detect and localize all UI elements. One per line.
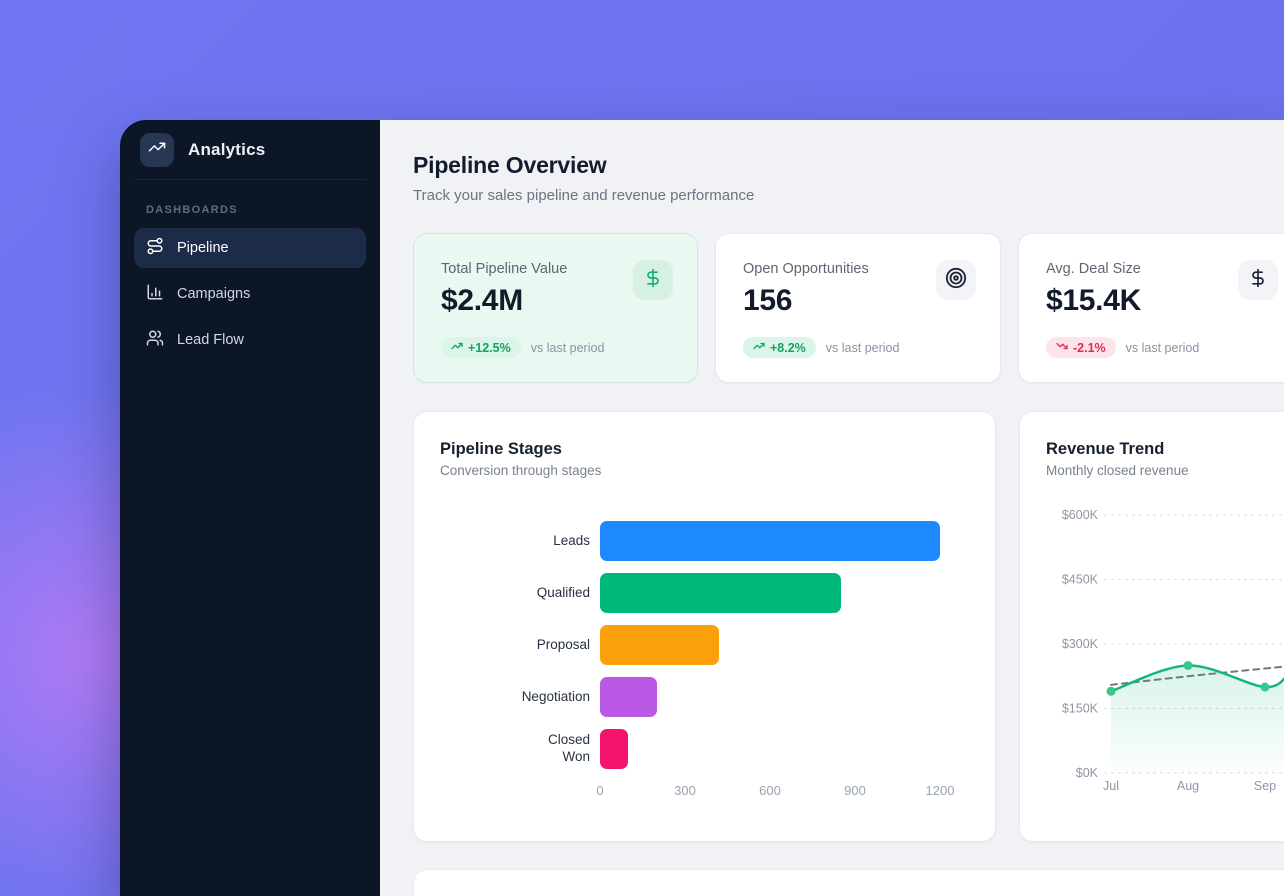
brand: Analytics bbox=[134, 120, 366, 180]
stat-card-total-pipeline-value: Total Pipeline Value $2.4M +12.5% vs las… bbox=[413, 233, 698, 383]
page-subtitle: Track your sales pipeline and revenue pe… bbox=[413, 187, 755, 204]
sidebar-item-label: Lead Flow bbox=[177, 332, 244, 348]
pipeline-stages-chart: Leads Qualified Proposal Negotiation Closed W… bbox=[440, 521, 971, 801]
bar-category-label: Qualified bbox=[536, 584, 590, 600]
x-tick-label: 600 bbox=[759, 783, 781, 798]
sidebar-nav: Pipeline Campaigns Lead Flow bbox=[134, 228, 366, 360]
revenue-trend-svg: $0K $150K $300K $450K $600K Jul Aug Sep bbox=[1062, 508, 1284, 793]
revenue-trend-chart: $0K $150K $300K $450K $600K Jul Aug Sep bbox=[1046, 498, 1284, 798]
data-point-sep[interactable] bbox=[1260, 682, 1270, 692]
bar-track bbox=[600, 677, 971, 717]
stat-value: $2.4M bbox=[441, 284, 523, 317]
sidebar-item-campaigns[interactable]: Campaigns bbox=[134, 274, 366, 314]
bar-row: Closed Won bbox=[440, 729, 971, 769]
x-tick-label: 0 bbox=[596, 783, 604, 798]
stat-label: Avg. Deal Size bbox=[1046, 261, 1141, 277]
y-tick-label: $150K bbox=[1062, 702, 1099, 716]
x-tick-label: 1200 bbox=[925, 783, 955, 798]
bar-category-label: Closed Won bbox=[547, 732, 590, 764]
change-badge: +8.2% bbox=[743, 337, 816, 358]
pipeline-stages-card: Pipeline Stages Conversion through stage… bbox=[413, 411, 996, 842]
bar-closed-won[interactable] bbox=[600, 729, 629, 769]
bar-chart-icon bbox=[146, 283, 164, 305]
change-badge: -2.1% bbox=[1046, 337, 1116, 358]
logo-tile bbox=[140, 132, 174, 167]
chart-title: Pipeline Stages bbox=[440, 440, 562, 458]
main-content: Pipeline Overview Track your sales pipel… bbox=[380, 120, 1284, 896]
change-badge: +12.5% bbox=[441, 337, 521, 358]
revenue-area bbox=[1111, 665, 1284, 773]
chart-subtitle: Monthly closed revenue bbox=[1046, 463, 1189, 478]
trending-up-icon bbox=[148, 138, 166, 161]
bar-row: Qualified bbox=[440, 573, 971, 613]
revenue-line bbox=[1109, 664, 1284, 693]
sidebar-item-label: Campaigns bbox=[177, 286, 251, 302]
sidebar: Analytics DASHBOARDS Pipeline Campaigns bbox=[120, 120, 380, 896]
bar-row: Leads bbox=[440, 521, 971, 561]
page-title: Pipeline Overview bbox=[413, 152, 607, 178]
brand-name: Analytics bbox=[188, 139, 266, 159]
bar-track bbox=[600, 573, 971, 613]
trending-up-icon bbox=[753, 340, 765, 355]
stat-card-open-opportunities: Open Opportunities 156 +8.2% vs last per… bbox=[715, 233, 1001, 383]
x-tick-label: Aug bbox=[1177, 779, 1199, 793]
stat-value: $15.4K bbox=[1046, 284, 1141, 317]
compare-text: vs last period bbox=[530, 340, 605, 355]
dollar-icon bbox=[1248, 268, 1268, 293]
sidebar-item-pipeline[interactable]: Pipeline bbox=[134, 228, 366, 268]
bar-category-label: Negotiation bbox=[521, 688, 590, 704]
x-tick-label: Jul bbox=[1103, 779, 1119, 793]
stat-label: Total Pipeline Value bbox=[441, 261, 568, 277]
stat-icon-tile bbox=[936, 260, 976, 300]
stat-icon-tile bbox=[1238, 260, 1278, 300]
charts-row: Pipeline Stages Conversion through stage… bbox=[413, 411, 1284, 842]
bar-proposal[interactable] bbox=[600, 625, 719, 665]
chart-subtitle: Conversion through stages bbox=[440, 463, 602, 478]
bar-track bbox=[600, 625, 971, 665]
chart-title: Revenue Trend bbox=[1046, 440, 1165, 458]
x-tick-label: 900 bbox=[844, 783, 866, 798]
bar-row: Negotiation bbox=[440, 677, 971, 717]
compare-text: vs last period bbox=[825, 340, 900, 355]
y-tick-label: $450K bbox=[1062, 573, 1099, 587]
data-point-jul[interactable] bbox=[1106, 686, 1116, 696]
bar-negotiation[interactable] bbox=[600, 677, 657, 717]
dollar-icon bbox=[643, 268, 663, 293]
bar-leads[interactable] bbox=[600, 521, 940, 561]
bar-track bbox=[600, 521, 971, 561]
revenue-trend-card: Revenue Trend Monthly closed revenue $0K… bbox=[1019, 411, 1284, 842]
trending-down-icon bbox=[1056, 340, 1068, 355]
stats-row: Total Pipeline Value $2.4M +12.5% vs las… bbox=[413, 233, 1284, 383]
stat-label: Open Opportunities bbox=[743, 261, 869, 277]
bar-category-label: Proposal bbox=[536, 636, 590, 652]
bar-row: Proposal bbox=[440, 625, 971, 665]
x-tick-label: 300 bbox=[674, 783, 696, 798]
x-tick-label: Sep bbox=[1254, 779, 1276, 793]
bar-qualified[interactable] bbox=[600, 573, 841, 613]
bar-category-label: Leads bbox=[553, 532, 590, 548]
y-tick-label: $0K bbox=[1076, 766, 1099, 780]
sidebar-item-label: Pipeline bbox=[177, 240, 229, 256]
stat-icon-tile bbox=[633, 260, 673, 300]
route-icon bbox=[146, 237, 164, 259]
y-tick-label: $300K bbox=[1062, 637, 1099, 651]
y-tick-label: $600K bbox=[1062, 508, 1099, 522]
bottom-card bbox=[413, 869, 1284, 896]
stat-value: 156 bbox=[743, 284, 793, 317]
compare-text: vs last period bbox=[1125, 340, 1200, 355]
trending-up-icon bbox=[451, 340, 463, 355]
sidebar-item-lead-flow[interactable]: Lead Flow bbox=[134, 320, 366, 360]
app-window: Analytics DASHBOARDS Pipeline Campaigns bbox=[120, 120, 1284, 896]
target-icon bbox=[945, 267, 967, 294]
sidebar-section-label: DASHBOARDS bbox=[146, 204, 238, 216]
bar-track bbox=[600, 729, 971, 769]
data-point-aug[interactable] bbox=[1183, 661, 1193, 670]
stat-card-avg-deal-size: Avg. Deal Size $15.4K -2.1% vs last peri… bbox=[1018, 233, 1284, 383]
users-icon bbox=[146, 329, 164, 351]
bar-x-axis: 0 300 600 900 1200 bbox=[596, 783, 971, 801]
